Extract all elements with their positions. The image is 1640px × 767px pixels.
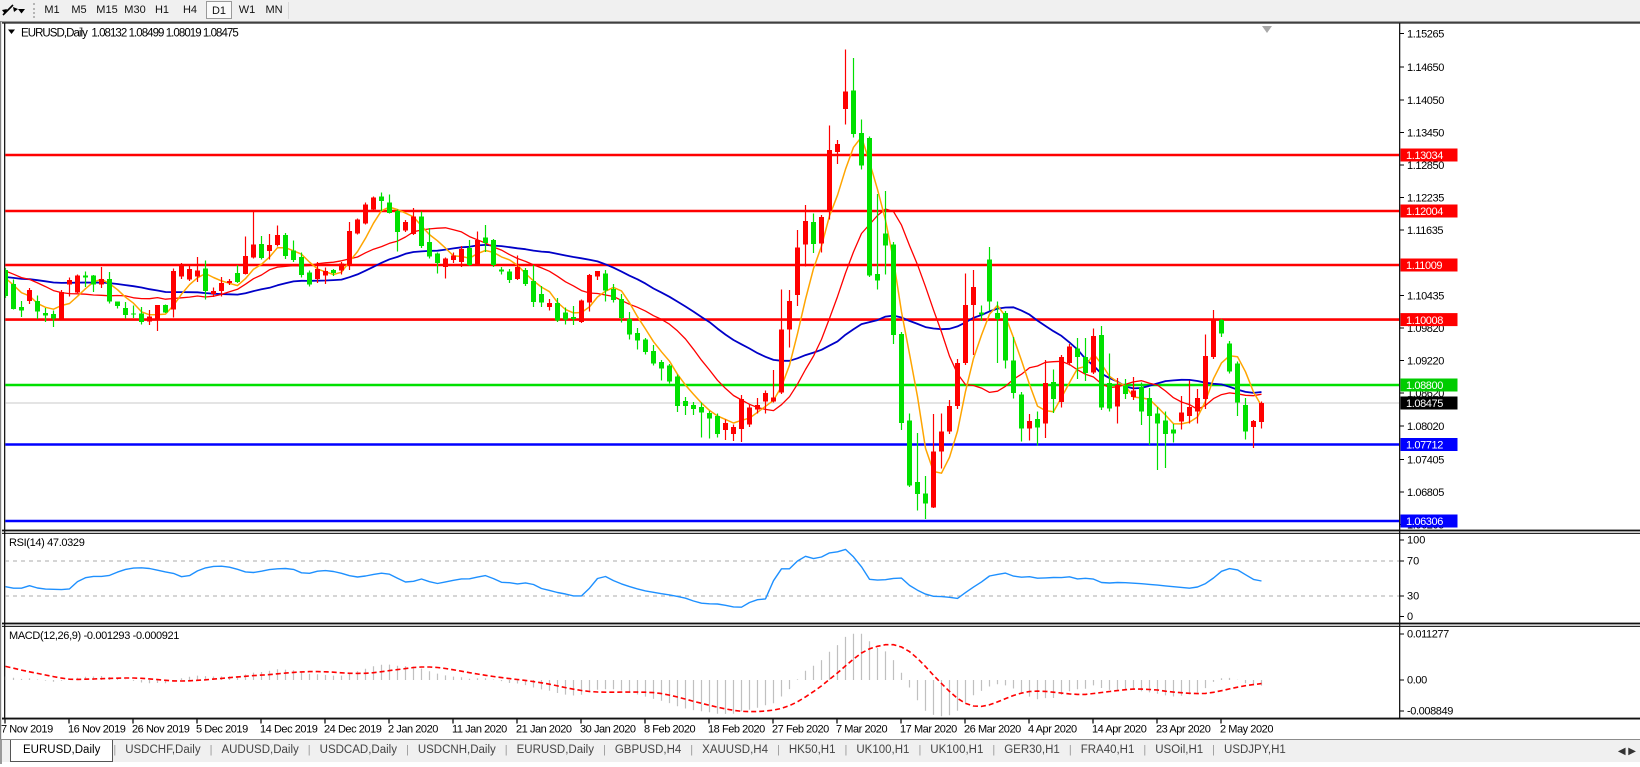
svg-text:1.12850: 1.12850 (1407, 160, 1444, 172)
svg-text:7 Mar 2020: 7 Mar 2020 (836, 724, 887, 736)
svg-text:1.07405: 1.07405 (1407, 455, 1444, 467)
svg-text:1.06306: 1.06306 (1406, 516, 1443, 528)
svg-text:1.13450: 1.13450 (1407, 128, 1444, 140)
svg-text:18 Feb 2020: 18 Feb 2020 (708, 724, 765, 736)
svg-text:1.15265: 1.15265 (1407, 29, 1444, 41)
svg-text:1.09220: 1.09220 (1407, 356, 1444, 368)
svg-text:26 Nov 2019: 26 Nov 2019 (132, 724, 190, 736)
svg-text:MACD(12,26,9) -0.001293 -0.000: MACD(12,26,9) -0.001293 -0.000921 (9, 630, 179, 642)
svg-text:1.08800: 1.08800 (1406, 380, 1443, 392)
svg-text:5 Dec 2019: 5 Dec 2019 (196, 724, 248, 736)
svg-text:26 Mar 2020: 26 Mar 2020 (964, 724, 1021, 736)
svg-text:14 Dec 2019: 14 Dec 2019 (260, 724, 318, 736)
svg-text:RSI(14) 47.0329: RSI(14) 47.0329 (9, 537, 85, 549)
svg-text:1.12004: 1.12004 (1406, 206, 1443, 218)
svg-text:2 May 2020: 2 May 2020 (1220, 724, 1273, 736)
svg-text:11 Jan 2020: 11 Jan 2020 (452, 724, 507, 736)
svg-text:0.011277: 0.011277 (1407, 629, 1449, 641)
svg-text:30 Jan 2020: 30 Jan 2020 (580, 724, 636, 736)
svg-text:1.13034: 1.13034 (1406, 150, 1443, 162)
svg-text:23 Apr 2020: 23 Apr 2020 (1156, 724, 1211, 736)
svg-text:21 Jan 2020: 21 Jan 2020 (516, 724, 572, 736)
svg-text:-0.008849: -0.008849 (1407, 706, 1453, 718)
svg-text:24 Dec 2019: 24 Dec 2019 (324, 724, 382, 736)
svg-text:8 Feb 2020: 8 Feb 2020 (644, 724, 695, 736)
svg-text:1.14050: 1.14050 (1407, 95, 1444, 107)
svg-text:1.10008: 1.10008 (1406, 315, 1443, 327)
svg-text:1.10435: 1.10435 (1407, 291, 1444, 303)
svg-text:0: 0 (1407, 611, 1413, 623)
svg-text:EURUSD,Daily 1.08132 1.08499: EURUSD,Daily 1.08132 1.08499 1.08019 1.0… (21, 28, 238, 40)
svg-text:1.11009: 1.11009 (1406, 260, 1442, 272)
svg-text:0.00: 0.00 (1407, 675, 1427, 687)
svg-text:1.08475: 1.08475 (1406, 398, 1443, 410)
svg-text:27 Feb 2020: 27 Feb 2020 (772, 724, 829, 736)
svg-text:7 Nov 2019: 7 Nov 2019 (1, 724, 53, 736)
svg-text:1.12235: 1.12235 (1407, 193, 1444, 205)
svg-text:16 Nov 2019: 16 Nov 2019 (68, 724, 126, 736)
svg-text:2 Jan 2020: 2 Jan 2020 (388, 724, 438, 736)
svg-text:70: 70 (1407, 556, 1419, 568)
svg-text:17 Mar 2020: 17 Mar 2020 (900, 724, 957, 736)
svg-text:100: 100 (1407, 535, 1425, 547)
svg-text:4 Apr 2020: 4 Apr 2020 (1028, 724, 1077, 736)
svg-text:14 Apr 2020: 14 Apr 2020 (1092, 724, 1147, 736)
svg-text:1.14650: 1.14650 (1407, 62, 1444, 74)
svg-text:30: 30 (1407, 591, 1419, 603)
svg-text:1.08020: 1.08020 (1407, 421, 1444, 433)
svg-text:1.06805: 1.06805 (1407, 487, 1444, 499)
svg-text:1.11635: 1.11635 (1407, 225, 1443, 237)
svg-text:1.07712: 1.07712 (1406, 440, 1443, 452)
